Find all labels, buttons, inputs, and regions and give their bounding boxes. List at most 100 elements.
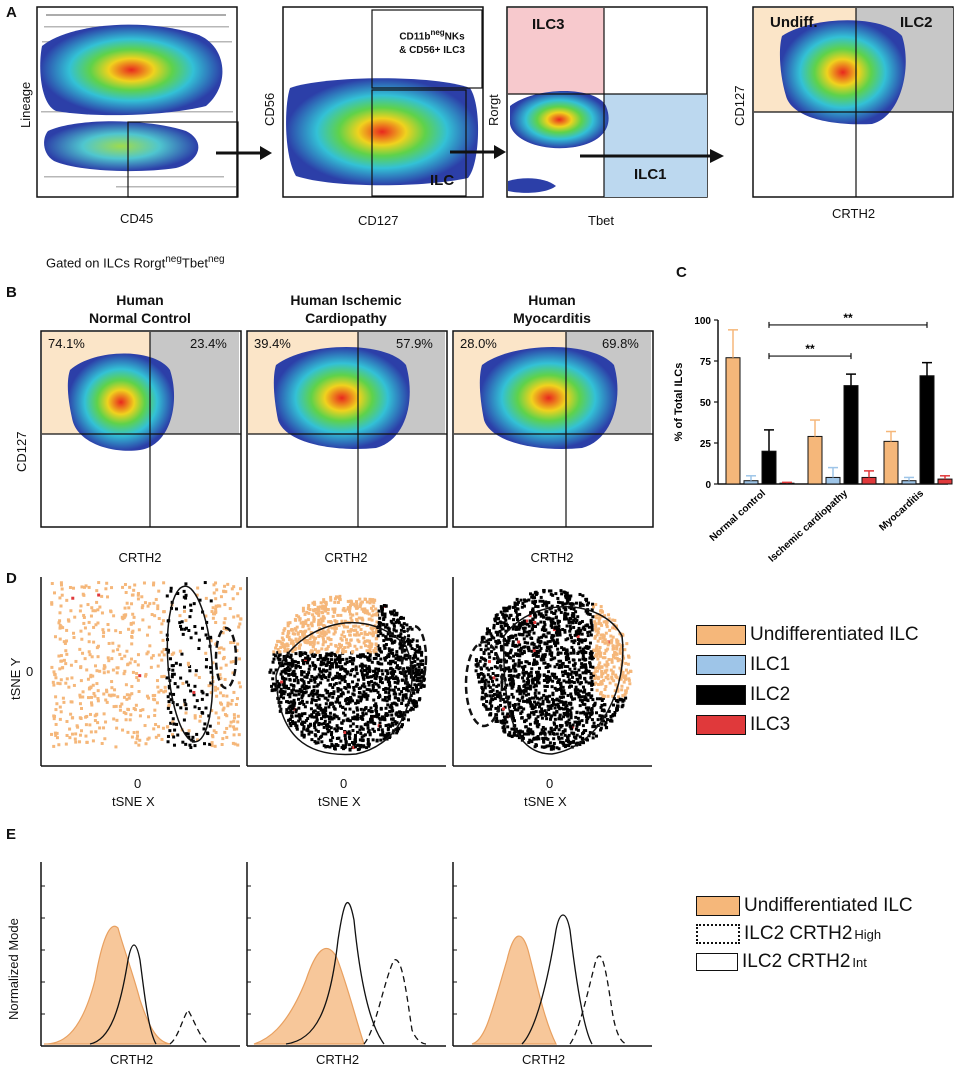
a4-gate-ilc2: ILC2 [900, 14, 933, 31]
c-bar [901, 480, 917, 485]
d-tsne-plot [246, 577, 446, 767]
b-plot-title-line2: Cardiopathy [305, 310, 387, 326]
b-left-percent: 28.0% [460, 336, 497, 351]
a2-gate-cd11b: CD11b [399, 31, 431, 43]
b-right-percent: 69.8% [602, 336, 639, 351]
c-ytick-label: 100 [694, 316, 711, 327]
c-category-label: Myocarditis [877, 488, 926, 534]
a2-xlabel: CD127 [358, 213, 399, 228]
e-undiff-hist [471, 935, 557, 1045]
d-gate-int [275, 622, 413, 756]
a3-gate-ilc3: ILC3 [532, 16, 565, 33]
legend-sup: Int [852, 954, 867, 970]
d-gate-int [166, 585, 214, 743]
c-bar [843, 385, 859, 485]
b-gated-mid: Tbet [181, 255, 208, 271]
e-histogram-plot [246, 862, 446, 1047]
a2-gate-sup: neg [430, 28, 445, 37]
legend-swatch [696, 953, 738, 971]
c-sig-label: ** [805, 342, 815, 356]
b-ylabel: CD127 [14, 431, 29, 472]
b-left-percent: 74.1% [48, 336, 85, 351]
d-tsne-plot [452, 577, 652, 767]
c-ylabel: % of Total ILCs [673, 363, 685, 442]
e-ilc2-int-hist [285, 901, 385, 1045]
c-bar [807, 435, 823, 485]
density-cloud [67, 353, 175, 451]
e-ilc2-int-hist [521, 914, 593, 1045]
e-undiff-hist [43, 925, 171, 1045]
legend-undiff: Undifferentiated ILC [696, 620, 956, 650]
density-upper [40, 24, 223, 116]
d-xlabel: tSNE X [318, 794, 361, 809]
legend-ilc3: ILC3 [696, 710, 956, 740]
a4-ylabel: CD127 [732, 85, 747, 126]
c-category-label: Ischemic cardiopathy [767, 488, 851, 565]
legend-e-high: ILC2 CRTH2 High [696, 920, 956, 948]
d-ytick-zero: 0 [26, 664, 34, 679]
a1-xlabel: CD45 [120, 211, 154, 226]
a2-gate-nks: NKs [444, 31, 465, 43]
e-ilc2-int-hist [89, 944, 157, 1045]
c-bar [883, 440, 899, 485]
d-xlabel: tSNE X [524, 794, 567, 809]
legend-swatch [696, 896, 740, 916]
d-ylabel: tSNE Y [8, 657, 23, 700]
legend-label: ILC2 CRTH2 [742, 951, 851, 972]
a2-gate-top-label: CD11bnegNKs & CD56+ ILC3 [384, 26, 480, 58]
c-bar [725, 357, 741, 485]
b-xlabel: CRTH2 [118, 550, 162, 565]
a3-ylabel: Rorgt [486, 94, 501, 126]
d-xtick-zero: 0 [134, 776, 142, 791]
d-gate-high [464, 640, 504, 728]
b-xlabel: CRTH2 [324, 550, 368, 565]
e-xlabel: CRTH2 [316, 1052, 360, 1067]
d-cell-dots [474, 588, 633, 751]
legend-swatch [696, 715, 746, 735]
e-ilc2-high-hist [169, 1008, 209, 1045]
legend-sup: High [854, 926, 882, 942]
d-xlabel: tSNE X [112, 794, 155, 809]
e-undiff-hist [253, 947, 365, 1045]
b-flow-plot [246, 330, 448, 528]
b-gated-sup2: neg [207, 254, 225, 265]
arrow-icon [450, 145, 506, 159]
panel-label-b: B [6, 284, 17, 301]
d-gate-high [214, 626, 238, 690]
legend-ilc1: ILC1 [696, 650, 956, 680]
b-gated-prefix: Gated on ILCs Rorgt [46, 255, 166, 271]
c-ytick-label: 0 [705, 480, 711, 491]
legend-swatch [696, 685, 746, 705]
density-lower [44, 121, 199, 172]
density-cloud [479, 346, 618, 449]
e-histogram-plot [40, 862, 240, 1047]
c-bar [919, 375, 935, 485]
density-main [286, 78, 479, 186]
legend-swatch [696, 924, 740, 944]
c-sig-label: ** [843, 311, 853, 325]
c-bar [761, 450, 777, 485]
gate-ilc3-bg [508, 8, 604, 94]
e-ylabel: Normalized Mode [6, 918, 21, 1020]
d-xtick-zero: 0 [546, 776, 554, 791]
panel-d-legend: Undifferentiated ILC ILC1 ILC2 ILC3 [696, 620, 956, 740]
b-flow-plot [452, 330, 654, 528]
d-cell-dots [50, 581, 243, 749]
panel-a-plot-cd127-crth2 [752, 6, 954, 198]
legend-ilc2: ILC2 [696, 680, 956, 710]
density-cloud [273, 346, 410, 449]
d-tsne-plot [40, 577, 243, 767]
legend-label: Undifferentiated ILC [744, 895, 913, 916]
b-plot-title-line1: Human [116, 292, 164, 308]
a4-xlabel: CRTH2 [832, 206, 876, 221]
b-gated-label: Gated on ILCs RorgtnegTbetneg [46, 254, 225, 270]
panel-a-plot-cd56-cd127 [282, 6, 484, 198]
a2-gate-ilc3: & CD56+ ILC3 [399, 45, 465, 57]
e-xlabel: CRTH2 [110, 1052, 154, 1067]
c-ytick-label: 50 [700, 398, 712, 409]
legend-e-int: ILC2 CRTH2 Int [696, 948, 956, 976]
d-gate-int [503, 606, 624, 755]
panel-a-plot-rorgt-tbet [506, 6, 708, 198]
legend-label: ILC2 [750, 684, 791, 705]
a3-gate-ilc1: ILC1 [634, 166, 667, 183]
